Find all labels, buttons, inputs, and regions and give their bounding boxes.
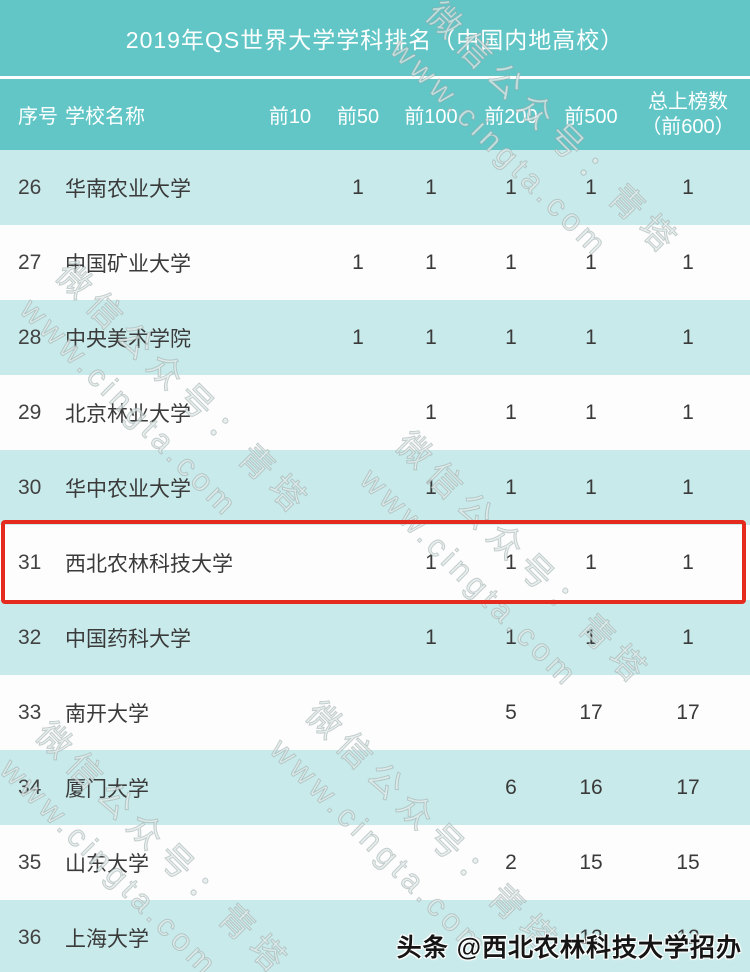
rank-cell: 27 [18, 250, 42, 274]
col-header-top200: 前200 [484, 106, 538, 128]
top500-cell: 1 [585, 175, 597, 199]
top200-cell: 6 [505, 775, 517, 799]
col-header-total-line2: （前600） [641, 115, 735, 138]
rank-cell: 28 [18, 325, 42, 349]
top200-cell: 1 [505, 250, 517, 274]
top100-cell: 1 [425, 175, 437, 199]
table-header: 2019年QS世界大学学科排名（中国内地高校） 序号 学校名称 前10 前50 … [0, 0, 750, 150]
table-row-34: 34 厦门大学 6 16 17 [0, 750, 750, 825]
rank-cell: 33 [18, 700, 42, 724]
col-header-total-line1: 总上榜数 [648, 90, 728, 113]
school-name-cell: 山东大学 [65, 852, 149, 876]
table-row-26: 26 华南农业大学 1 1 1 1 1 [0, 150, 750, 225]
top200-cell: 1 [505, 325, 517, 349]
total-cell: 17 [676, 700, 700, 724]
col-header-name: 学校名称 [65, 106, 145, 128]
attribution-watermark: 头条 @西北农林科技大学招办 [396, 934, 742, 962]
top500-cell: 1 [585, 400, 597, 424]
table-row-33: 33 南开大学 5 17 17 [0, 675, 750, 750]
col-header-top10: 前10 [268, 106, 312, 128]
top100-cell: 1 [425, 550, 437, 574]
total-cell: 1 [682, 625, 694, 649]
total-cell: 1 [682, 400, 694, 424]
top100-cell: 1 [425, 250, 437, 274]
top500-cell: 1 [585, 475, 597, 499]
total-cell: 12 [676, 925, 700, 949]
total-cell: 17 [676, 775, 700, 799]
table-row-30: 30 华中农业大学 1 1 1 1 [0, 450, 750, 525]
top200-cell: 1 [505, 625, 517, 649]
table-row-36: 36 上海大学 12 12 [0, 900, 750, 972]
top500-cell: 15 [579, 850, 603, 874]
top500-cell: 1 [585, 250, 597, 274]
top50-cell: 1 [352, 175, 364, 199]
total-cell: 1 [682, 325, 694, 349]
table-row-27: 27 中国矿业大学 1 1 1 1 1 [0, 225, 750, 300]
top50-cell: 1 [352, 250, 364, 274]
total-cell: 15 [676, 850, 700, 874]
total-cell: 1 [682, 550, 694, 574]
rank-cell: 34 [18, 775, 42, 799]
top500-cell: 1 [585, 550, 597, 574]
school-name-cell: 南开大学 [65, 702, 149, 726]
top200-cell: 1 [505, 400, 517, 424]
school-name-cell: 北京林业大学 [65, 402, 191, 426]
rank-cell: 36 [18, 925, 42, 949]
top500-cell: 12 [579, 925, 603, 949]
school-name-cell: 华南农业大学 [65, 177, 191, 201]
top100-cell: 1 [425, 475, 437, 499]
table-row-32: 32 中国药科大学 1 1 1 1 [0, 600, 750, 675]
rank-cell: 29 [18, 400, 42, 424]
col-header-total: 总上榜数 （前600） [626, 90, 750, 140]
table-row-29: 29 北京林业大学 1 1 1 1 [0, 375, 750, 450]
col-header-rank: 序号 [18, 106, 58, 128]
top500-cell: 1 [585, 325, 597, 349]
top50-cell: 1 [352, 325, 364, 349]
top200-cell: 1 [505, 175, 517, 199]
rank-cell: 35 [18, 850, 42, 874]
school-name-cell: 上海大学 [65, 927, 149, 951]
top200-cell: 2 [505, 850, 517, 874]
school-name-cell: 华中农业大学 [65, 477, 191, 501]
rank-cell: 32 [18, 625, 42, 649]
top100-cell: 1 [425, 400, 437, 424]
top200-cell: 1 [505, 550, 517, 574]
rank-cell: 26 [18, 175, 42, 199]
rank-cell: 31 [18, 550, 42, 574]
col-header-top500: 前500 [564, 106, 618, 128]
school-name-cell: 西北农林科技大学 [65, 552, 233, 576]
top100-cell: 1 [425, 325, 437, 349]
top200-cell: 1 [505, 475, 517, 499]
total-cell: 1 [682, 475, 694, 499]
col-header-top100: 前100 [404, 106, 458, 128]
school-name-cell: 中国矿业大学 [65, 252, 191, 276]
school-name-cell: 厦门大学 [65, 777, 149, 801]
column-header-row: 序号 学校名称 前10 前50 前100 前200 前500 总上榜数 （前60… [0, 79, 750, 150]
top500-cell: 16 [579, 775, 603, 799]
page-title: 2019年QS世界大学学科排名（中国内地高校） [125, 27, 625, 53]
total-cell: 1 [682, 175, 694, 199]
table-row-31-highlighted: 31 西北农林科技大学 1 1 1 1 [0, 525, 750, 600]
top500-cell: 17 [579, 700, 603, 724]
school-name-cell: 中央美术学院 [65, 327, 191, 351]
col-header-top50: 前50 [336, 106, 380, 128]
header-divider [0, 76, 750, 79]
table-body: 26 华南农业大学 1 1 1 1 1 27 中国矿业大学 1 1 1 1 1 … [0, 150, 750, 972]
table-row-35: 35 山东大学 2 15 15 [0, 825, 750, 900]
top100-cell: 1 [425, 625, 437, 649]
school-name-cell: 中国药科大学 [65, 627, 191, 651]
total-cell: 1 [682, 250, 694, 274]
top200-cell: 5 [505, 700, 517, 724]
top500-cell: 1 [585, 625, 597, 649]
table-row-28: 28 中央美术学院 1 1 1 1 1 [0, 300, 750, 375]
rank-cell: 30 [18, 475, 42, 499]
